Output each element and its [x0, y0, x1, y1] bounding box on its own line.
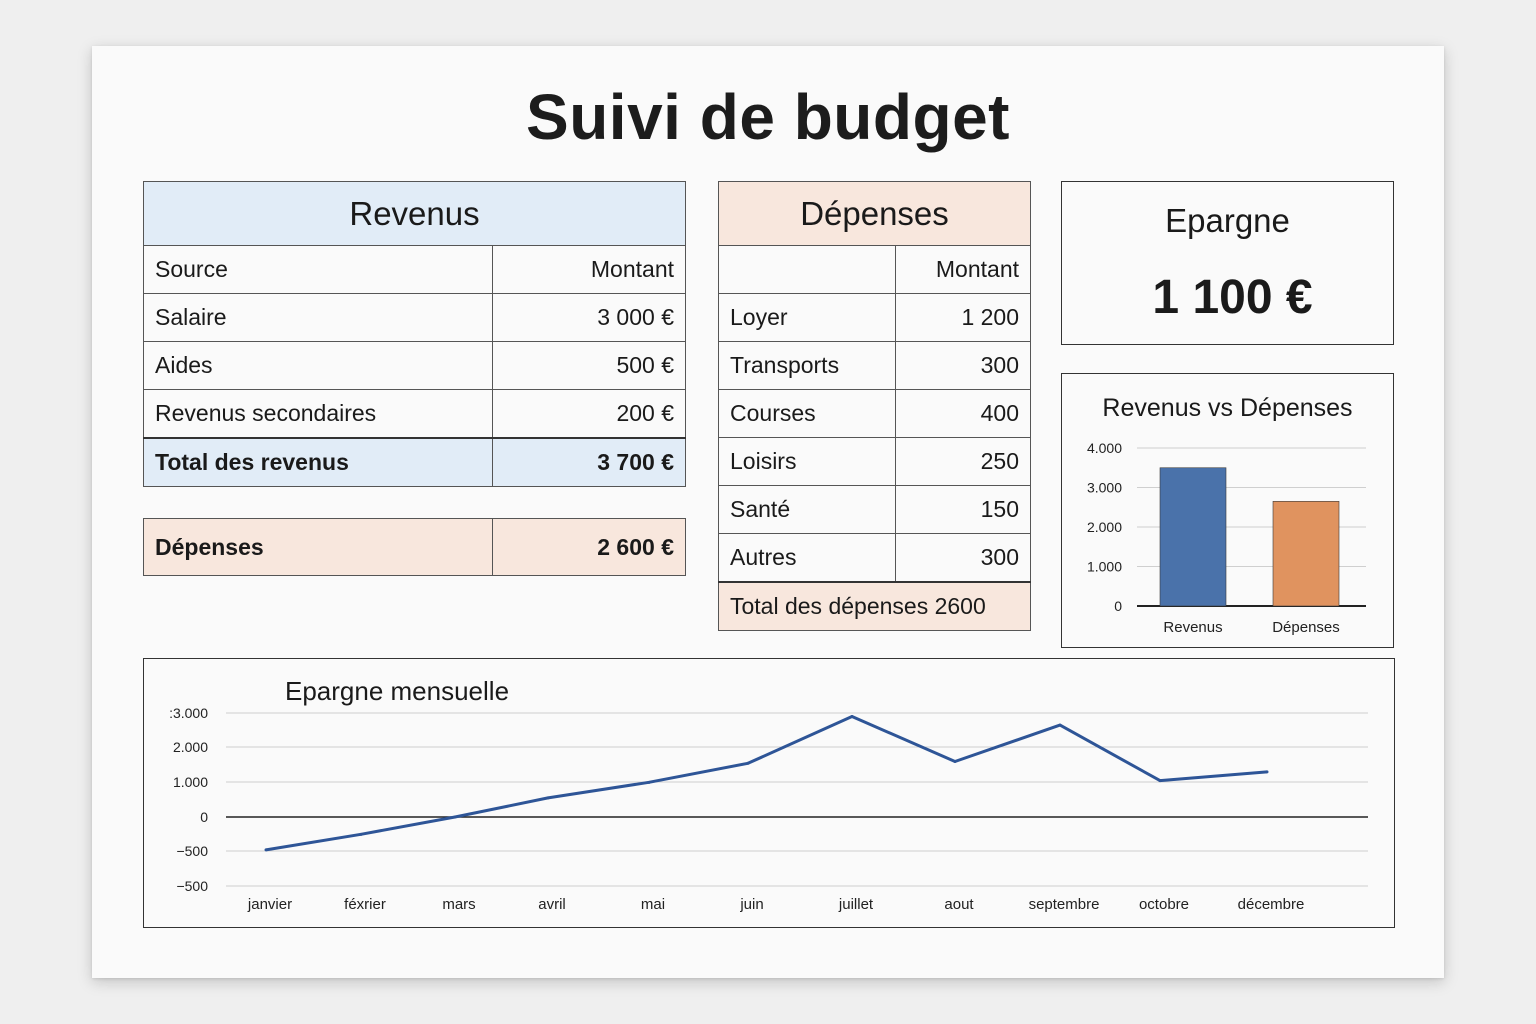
- data-point: [746, 761, 750, 765]
- y-tick-label: 2.000: [1087, 519, 1122, 535]
- x-tick-label: avril: [538, 896, 566, 913]
- row-label: Santé: [718, 485, 896, 534]
- total-row: Total des revenus 3 700 €: [143, 437, 686, 487]
- bar-revenus: [1159, 467, 1227, 607]
- col-amount-header: Montant: [895, 245, 1031, 294]
- page-title: Suivi de budget: [526, 81, 1010, 153]
- epargne-value: 1 100 €: [1152, 271, 1313, 324]
- y-tick-label: 2.000: [173, 739, 208, 755]
- col-amount-header: Montant: [492, 245, 686, 294]
- data-point: [359, 832, 363, 836]
- row-amount: 500 €: [492, 341, 686, 390]
- y-tick-label: 0: [1114, 598, 1122, 614]
- total-amount: 2600: [934, 593, 986, 619]
- data-point: [953, 760, 957, 764]
- series-line: [265, 715, 1268, 852]
- data-point: [546, 796, 550, 800]
- depenses-summary: Dépenses 2 600 €: [143, 518, 686, 576]
- row-amount: 200 €: [492, 389, 686, 439]
- y-tick-label: −500: [176, 878, 208, 894]
- total-label: Total des dépenses: [730, 593, 929, 619]
- data-point: [1058, 723, 1062, 727]
- epargne-card: Epargne 1 100 €: [1061, 181, 1394, 345]
- table-row: Aides 500 €: [143, 341, 686, 390]
- col-label-header: [718, 245, 896, 294]
- depenses-heading: Dépenses: [718, 181, 1031, 246]
- row-label: Revenus secondaires: [143, 389, 493, 439]
- y-tick-label: 1.000: [1087, 559, 1122, 575]
- table-row: Loisirs 250: [718, 437, 1031, 486]
- x-tick-label: juin: [739, 896, 763, 913]
- line-chart-svg: :3.000 2.000 1.000 0 −500 −500 janvier féxrier m…: [169, 705, 1368, 913]
- depenses-summary-label: Dépenses: [143, 518, 493, 576]
- table-row: Courses 400: [718, 389, 1031, 438]
- row-label: Aides: [143, 341, 493, 390]
- row-amount: 400: [895, 389, 1031, 438]
- table-row: Revenus secondaires 200 €: [143, 389, 686, 439]
- table-row: Autres 300: [718, 533, 1031, 583]
- y-tick-label: :3.000: [169, 705, 208, 721]
- x-tick-label: octobre: [1139, 896, 1189, 913]
- data-point: [264, 848, 268, 852]
- total-row: Total des dépenses 2600: [718, 581, 1031, 631]
- x-tick-label: janvier: [247, 896, 292, 913]
- x-tick-label: mai: [641, 896, 665, 913]
- row-label: Loisirs: [718, 437, 896, 486]
- x-tick-label: aout: [944, 896, 974, 913]
- y-tick-label: 0: [200, 809, 208, 825]
- y-tick-label: 4.000: [1087, 440, 1122, 456]
- x-tick-label: mars: [442, 896, 475, 913]
- row-label: Loyer: [718, 293, 896, 342]
- row-amount: 3 000 €: [492, 293, 686, 342]
- table-row: Santé 150: [718, 485, 1031, 534]
- col-source-header: Source: [143, 245, 493, 294]
- revenus-heading: Revenus: [143, 181, 686, 246]
- table-row: Salaire 3 000 €: [143, 293, 686, 342]
- chart-title: Epargne mensuelle: [285, 676, 510, 706]
- table-row: Loyer 1 200: [718, 293, 1031, 342]
- depenses-summary-amount: 2 600 €: [492, 518, 686, 576]
- row-label: Salaire: [143, 293, 493, 342]
- x-tick-label: Dépenses: [1272, 619, 1340, 636]
- data-point: [1265, 770, 1269, 774]
- y-tick-label: 3.000: [1087, 480, 1122, 496]
- table-row: Transports 300: [718, 341, 1031, 390]
- epargne-label: Epargne: [1165, 202, 1290, 239]
- epargne-mensuelle-chart: Epargne mensuelle :3.000 2.000 1.000 0 −500 −…: [143, 658, 1395, 928]
- row-amount: 250: [895, 437, 1031, 486]
- y-tick-label: 1.000: [173, 774, 208, 790]
- row-amount: 1 200: [895, 293, 1031, 342]
- x-tick-label: juillet: [838, 896, 874, 913]
- data-point: [850, 714, 854, 718]
- revenus-table: Revenus Source Montant Salaire 3 000 € A…: [143, 181, 686, 487]
- total-label: Total des revenus: [143, 437, 493, 487]
- row-label: Autres: [718, 533, 896, 583]
- revenus-vs-depenses-chart: Revenus vs Dépenses 0 1.000 2.000 3.000 4.00…: [1061, 373, 1394, 648]
- row-label: Transports: [718, 341, 896, 390]
- total-amount: 3 700 €: [492, 437, 686, 487]
- x-tick-label: septembre: [1029, 896, 1100, 913]
- bar-depenses: [1272, 501, 1340, 607]
- bar-chart-svg: 0 1.000 2.000 3.000 4.000 Revenus Dépenses: [1087, 440, 1366, 636]
- x-tick-label: Revenus: [1163, 619, 1222, 636]
- data-point: [1158, 779, 1162, 783]
- y-tick-label: −500: [176, 843, 208, 859]
- data-point: [647, 780, 651, 784]
- data-point: [453, 815, 457, 819]
- row-amount: 300: [895, 341, 1031, 390]
- chart-title: Revenus vs Dépenses: [1102, 394, 1353, 422]
- x-tick-label: féxrier: [344, 896, 386, 913]
- row-amount: 300: [895, 533, 1031, 583]
- x-tick-label: décembre: [1238, 896, 1305, 913]
- depenses-total: Total des dépenses 2600: [718, 581, 1031, 631]
- depenses-table: Dépenses Montant Loyer 1 200 Transports …: [718, 181, 1031, 631]
- row-amount: 150: [895, 485, 1031, 534]
- row-label: Courses: [718, 389, 896, 438]
